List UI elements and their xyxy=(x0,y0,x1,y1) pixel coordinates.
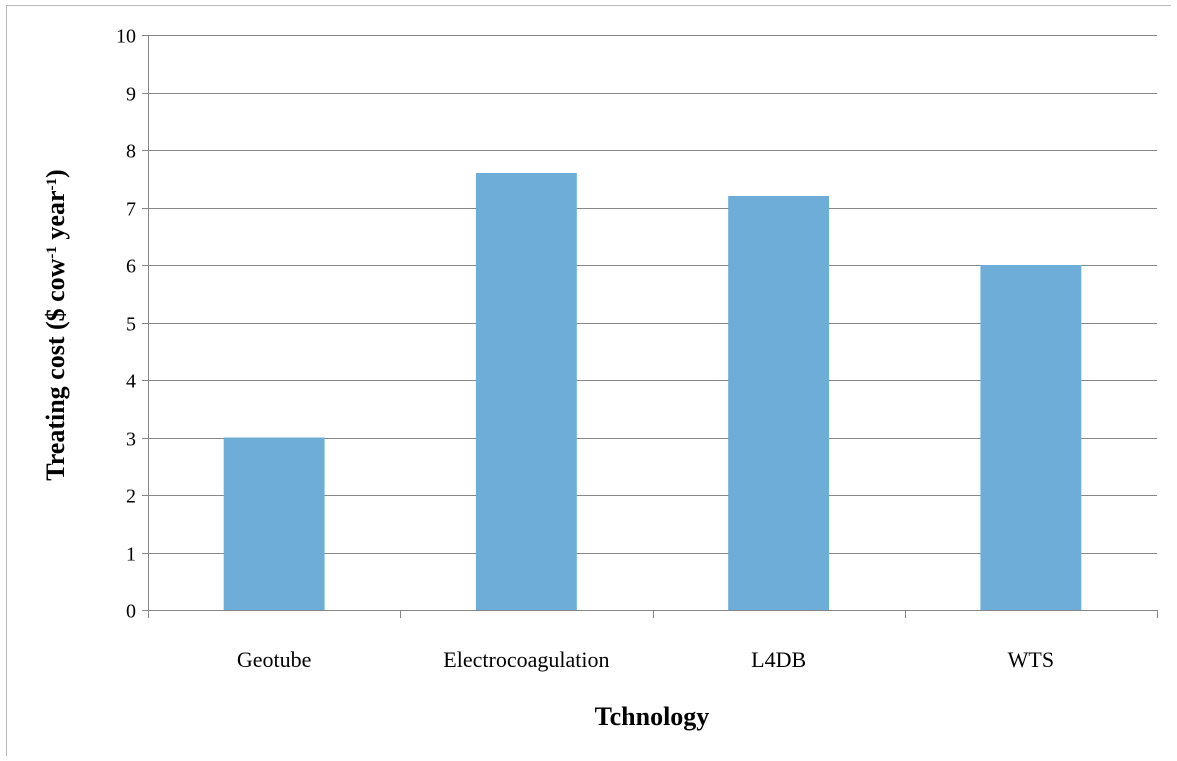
y-tick-label: 3 xyxy=(126,429,136,451)
y-tick-label: 8 xyxy=(126,141,136,163)
axes xyxy=(142,35,1158,618)
x-tick-label: WTS xyxy=(1008,647,1054,672)
y-tick-label: 5 xyxy=(126,314,136,336)
x-tick-labels: Geotube Electrocoagulation L4DB WTS xyxy=(237,647,1054,672)
y-tick-label: 4 xyxy=(126,371,136,393)
y-tick-label: 6 xyxy=(126,256,136,278)
x-tick-label: Geotube xyxy=(237,647,312,672)
bar-electrocoagulation xyxy=(475,173,577,610)
bar-geotube xyxy=(223,437,325,610)
y-tick-label: 2 xyxy=(126,486,136,508)
x-axis-title: Tchnology xyxy=(595,702,710,731)
y-tick-label: 9 xyxy=(126,84,136,106)
y-tick-label: 0 xyxy=(126,601,136,623)
y-tick-labels: 0 1 2 3 4 5 6 7 8 9 10 xyxy=(116,26,136,623)
bars xyxy=(223,173,1082,610)
bar-wts xyxy=(980,265,1082,610)
x-tick-label: Electrocoagulation xyxy=(443,647,609,672)
bar-l4db xyxy=(728,196,830,610)
y-tick-label: 1 xyxy=(126,544,136,566)
y-axis-title: Treating cost ($ cow-1 year-1) xyxy=(41,169,70,480)
y-tick-label: 7 xyxy=(126,199,136,221)
chart-frame xyxy=(6,5,1171,756)
x-tick-label: L4DB xyxy=(751,647,806,672)
y-tick-label: 10 xyxy=(116,26,136,48)
